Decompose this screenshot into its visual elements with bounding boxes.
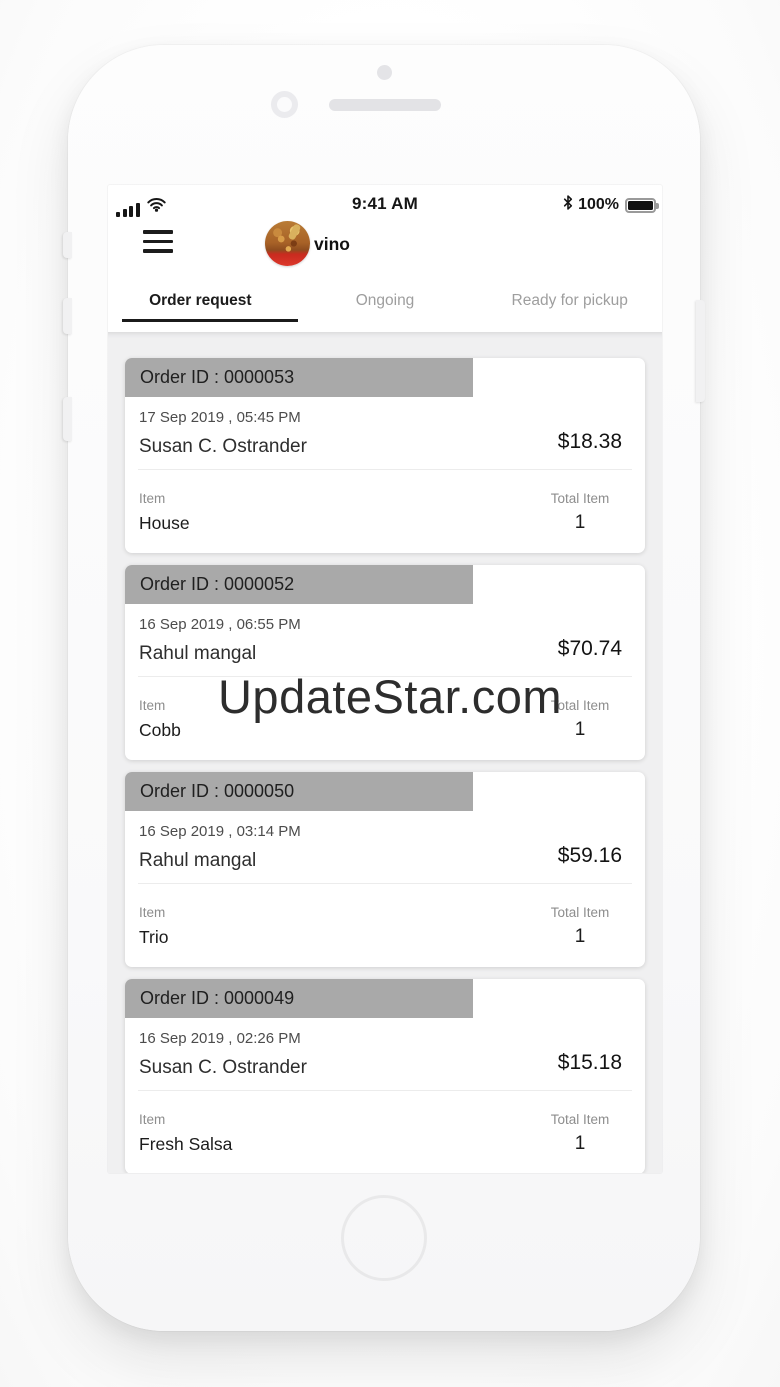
proximity-sensor-dot bbox=[377, 65, 392, 80]
status-time: 9:41 AM bbox=[352, 194, 418, 213]
earpiece-speaker bbox=[329, 99, 441, 111]
card-divider bbox=[138, 469, 632, 470]
order-id-header: Order ID : 0000052 bbox=[125, 565, 473, 604]
total-item-count: 1 bbox=[574, 512, 586, 533]
total-item-label: Total Item bbox=[550, 1112, 610, 1127]
battery-full-icon bbox=[625, 197, 659, 213]
total-item-label: Total Item bbox=[550, 905, 610, 920]
customer-name: Rahul mangal bbox=[139, 643, 257, 664]
order-amount: $18.38 bbox=[557, 430, 622, 453]
active-tab-underline bbox=[122, 318, 298, 322]
user-avatar bbox=[265, 221, 310, 266]
order-list: Order ID : 0000053 17 Sep 2019 , 05:45 P… bbox=[108, 332, 662, 1173]
item-label: Item bbox=[139, 905, 166, 920]
order-card[interactable]: Order ID : 0000050 16 Sep 2019 , 03:14 P… bbox=[125, 772, 645, 967]
item-label: Item bbox=[139, 491, 166, 506]
card-divider bbox=[138, 1090, 632, 1091]
home-button[interactable] bbox=[341, 1195, 427, 1281]
user-name: vino bbox=[314, 234, 350, 254]
order-card[interactable]: Order ID : 0000052 16 Sep 2019 , 06:55 P… bbox=[125, 565, 645, 760]
power-button bbox=[696, 300, 705, 402]
item-label: Item bbox=[139, 698, 166, 713]
order-id-header: Order ID : 0000049 bbox=[125, 979, 473, 1018]
hamburger-menu-icon[interactable] bbox=[143, 230, 173, 259]
order-amount: $59.16 bbox=[557, 844, 622, 867]
front-camera bbox=[271, 91, 298, 118]
card-divider bbox=[138, 883, 632, 884]
order-card[interactable]: Order ID : 0000049 16 Sep 2019 , 02:26 P… bbox=[125, 979, 645, 1173]
mute-switch bbox=[63, 232, 72, 258]
order-amount: $70.74 bbox=[557, 637, 622, 660]
battery-percent: 100% bbox=[578, 196, 619, 213]
order-id-header: Order ID : 0000050 bbox=[125, 772, 473, 811]
tab-order-request[interactable]: Order request bbox=[149, 292, 252, 309]
total-item-count: 1 bbox=[574, 719, 586, 740]
order-amount: $15.18 bbox=[557, 1051, 622, 1074]
order-datetime: 16 Sep 2019 , 03:14 PM bbox=[139, 823, 301, 840]
item-name: Cobb bbox=[139, 720, 181, 740]
phone-screen: 9:41 AM 100% vino Or bbox=[108, 185, 662, 1173]
order-id-header: Order ID : 0000053 bbox=[125, 358, 473, 397]
tab-ongoing[interactable]: Ongoing bbox=[355, 292, 415, 309]
item-name: House bbox=[139, 513, 190, 533]
customer-name: Rahul mangal bbox=[139, 850, 257, 871]
total-item-label: Total Item bbox=[550, 698, 610, 713]
customer-name: Susan C. Ostrander bbox=[139, 1057, 307, 1078]
phone-frame: 9:41 AM 100% vino Or bbox=[63, 45, 705, 1331]
item-name: Trio bbox=[139, 927, 169, 947]
volume-up-button bbox=[63, 298, 72, 334]
tab-ready-for-pickup[interactable]: Ready for pickup bbox=[511, 292, 628, 309]
total-item-count: 1 bbox=[574, 1133, 586, 1154]
order-datetime: 16 Sep 2019 , 06:55 PM bbox=[139, 616, 301, 633]
cellular-signal-icon bbox=[116, 203, 140, 217]
volume-down-button bbox=[63, 397, 72, 441]
order-datetime: 16 Sep 2019 , 02:26 PM bbox=[139, 1030, 301, 1047]
order-datetime: 17 Sep 2019 , 05:45 PM bbox=[139, 409, 301, 426]
card-divider bbox=[138, 676, 632, 677]
item-label: Item bbox=[139, 1112, 166, 1127]
bluetooth-icon bbox=[562, 194, 574, 216]
total-item-count: 1 bbox=[574, 926, 586, 947]
wifi-icon bbox=[146, 196, 167, 217]
item-name: Fresh Salsa bbox=[139, 1134, 233, 1154]
tab-bar: Order request Ongoing Ready for pickup bbox=[108, 285, 662, 322]
order-card[interactable]: Order ID : 0000053 17 Sep 2019 , 05:45 P… bbox=[125, 358, 645, 553]
total-item-label: Total Item bbox=[550, 491, 610, 506]
customer-name: Susan C. Ostrander bbox=[139, 436, 307, 457]
